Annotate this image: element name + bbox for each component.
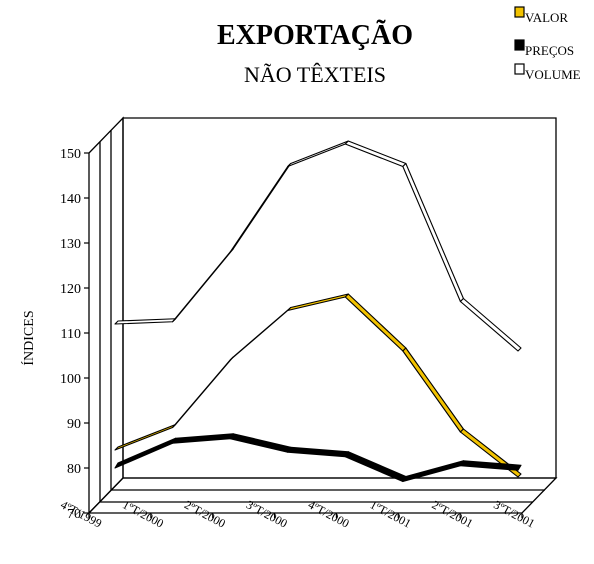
chart-subtitle: NÃO TÊXTEIS bbox=[244, 62, 386, 87]
series-segment bbox=[229, 162, 292, 253]
series-segment bbox=[114, 437, 177, 469]
series-segment bbox=[287, 140, 349, 168]
series-segment bbox=[402, 347, 464, 433]
series-segment bbox=[229, 306, 292, 361]
legend-swatch-precos bbox=[514, 39, 525, 51]
y-tick-label: 90 bbox=[67, 417, 81, 432]
series-segment bbox=[172, 356, 234, 429]
y-tick-label: 120 bbox=[60, 282, 81, 297]
y-tick-label: 130 bbox=[60, 237, 81, 252]
legend-label-valor: VALOR bbox=[525, 10, 568, 25]
series-segment bbox=[114, 318, 177, 325]
y-axis: 70 80 90 100 110 120 130 140 150 bbox=[60, 147, 89, 522]
series-segment bbox=[459, 460, 522, 471]
series-segment bbox=[287, 446, 349, 458]
legend: VALOR PREÇOS VOLUME bbox=[514, 6, 581, 82]
series-valor bbox=[114, 293, 522, 478]
chart-title: EXPORTAÇÃO bbox=[217, 20, 413, 51]
series-segment bbox=[229, 433, 292, 453]
series-segment bbox=[172, 248, 234, 323]
legend-swatch-valor bbox=[514, 6, 525, 18]
legend-swatch-volume bbox=[514, 63, 525, 75]
series-segment bbox=[287, 293, 349, 312]
series-segment bbox=[344, 140, 407, 168]
legend-label-volume: VOLUME bbox=[525, 67, 581, 82]
y-tick-label: 80 bbox=[67, 462, 81, 477]
plot-frame bbox=[87, 116, 558, 515]
y-tick-label: 150 bbox=[60, 147, 81, 162]
series-layer bbox=[114, 140, 522, 483]
left-wall bbox=[88, 116, 124, 515]
series-volume bbox=[114, 140, 522, 352]
series-segment bbox=[172, 433, 234, 444]
y-tick-label: 110 bbox=[61, 327, 81, 342]
series-segment bbox=[344, 293, 407, 352]
x-tick-label: 4ºT/1999 bbox=[58, 497, 104, 530]
series-preços bbox=[114, 433, 522, 483]
y-tick-label: 140 bbox=[60, 192, 81, 207]
y-tick-label: 100 bbox=[60, 372, 81, 387]
series-segment bbox=[402, 162, 464, 303]
y-tick-label: 70 bbox=[67, 507, 81, 522]
y-axis-label: ÍNDICES bbox=[20, 310, 37, 365]
legend-label-precos: PREÇOS bbox=[525, 43, 574, 58]
series-segment bbox=[344, 451, 407, 483]
series-segment bbox=[459, 297, 522, 352]
